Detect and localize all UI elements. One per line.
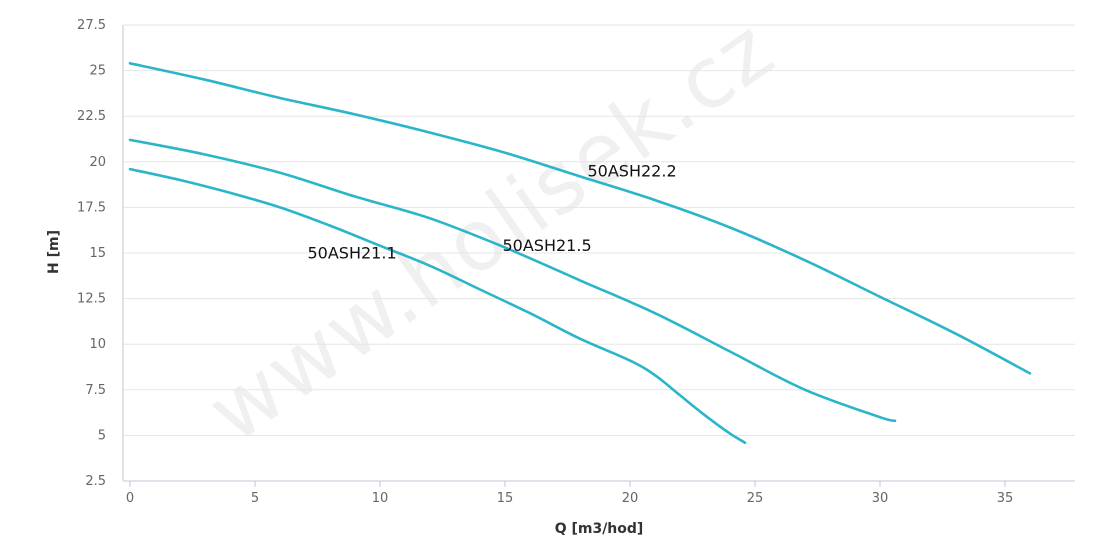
y-tick-label: 25 [89, 64, 106, 79]
y-tick-label: 27.5 [77, 18, 106, 33]
x-tick-label: 0 [126, 491, 134, 506]
x-tick-label: 35 [997, 491, 1014, 506]
y-tick-label: 20 [89, 155, 106, 170]
series-label-50ash21-5: 50ASH21.5 [503, 236, 592, 255]
y-tick-label: 10 [89, 337, 106, 352]
y-tick-label: 5 [98, 428, 106, 443]
series-labels: 50ASH21.1 50ASH21.5 50ASH22.2 [308, 161, 677, 262]
x-tick-label: 30 [872, 491, 889, 506]
y-tick-label: 12.5 [77, 292, 106, 307]
y-tick-label: 17.5 [77, 200, 106, 215]
axes [122, 25, 1075, 482]
watermark-text: www.holisek.cz [190, 0, 791, 461]
y-tick-label: 2.5 [85, 474, 106, 489]
series-line-50ash21-5 [128, 138, 897, 423]
y-axis-ticks: 2.5 5 7.5 10 12.5 15 17.5 20 22.5 25 27.5 [77, 18, 106, 489]
x-tick-label: 15 [497, 491, 514, 506]
x-tick-label: 20 [622, 491, 639, 506]
y-tick-label: 7.5 [85, 383, 106, 398]
series-line-50ash21-1 [128, 167, 747, 444]
y-axis-title: H [m] [46, 230, 62, 274]
y-tick-label: 22.5 [77, 109, 106, 124]
x-axis-title: Q [m3/hod] [555, 521, 644, 537]
y-tick-label: 15 [89, 246, 106, 261]
x-tick-label: 10 [372, 491, 389, 506]
series-line-50ash22-2 [128, 62, 1032, 375]
series-label-50ash22-2: 50ASH22.2 [588, 161, 677, 180]
x-axis-ticks: 0 5 10 15 20 25 30 35 [126, 481, 1013, 506]
x-tick-label: 25 [747, 491, 764, 506]
series-label-50ash21-1: 50ASH21.1 [308, 243, 397, 262]
x-tick-label: 5 [251, 491, 259, 506]
series-lines [128, 62, 1032, 444]
